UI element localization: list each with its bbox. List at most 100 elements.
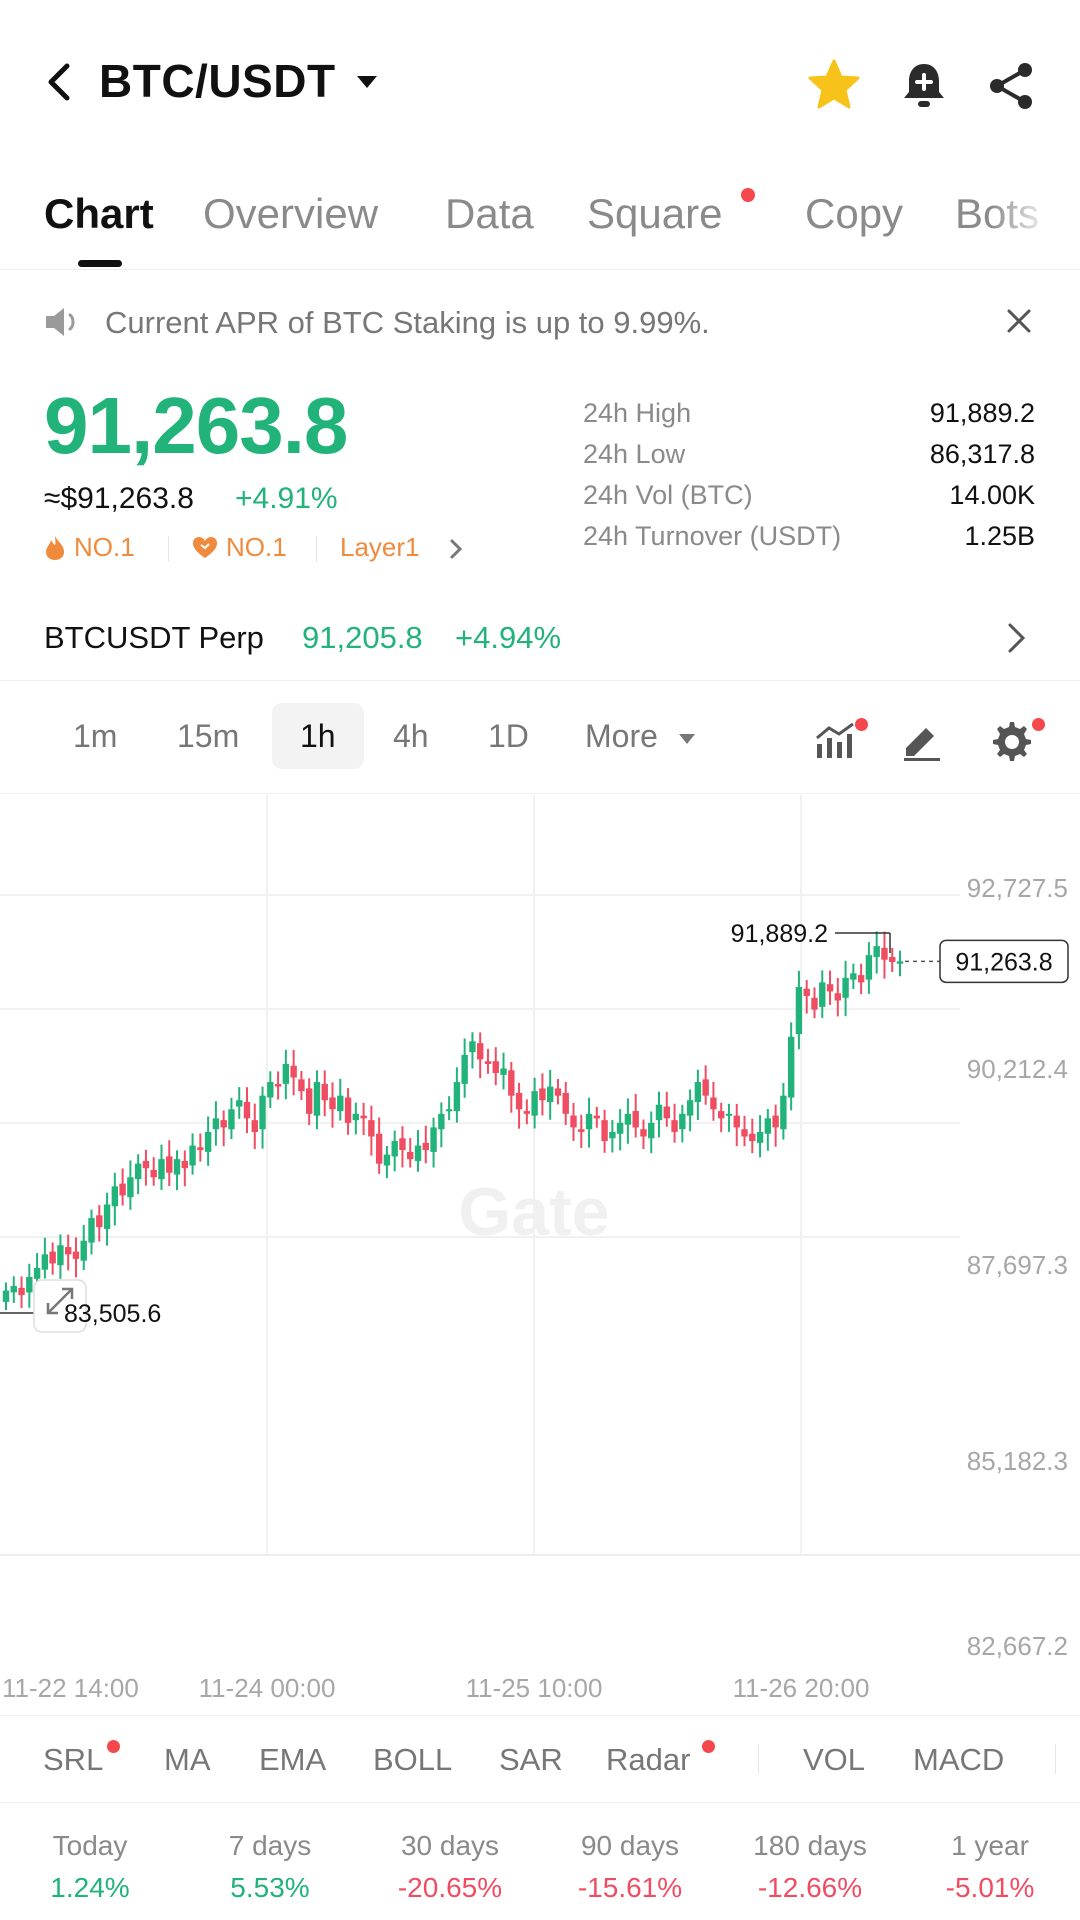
high-price-label: 91,889.2: [731, 920, 828, 948]
candle-body: [484, 1061, 492, 1064]
interval-1d[interactable]: 1D: [488, 718, 529, 754]
indicator-radar[interactable]: Radar: [606, 1742, 691, 1777]
candle-body: [88, 1218, 95, 1243]
perp-name[interactable]: BTCUSDT Perp: [44, 620, 264, 655]
chart-annotations: 91,889.2 83,505.6 91,263.8: [0, 920, 1069, 1333]
candle-body: [282, 1063, 290, 1084]
candle-body: [445, 1109, 453, 1112]
stat-label: 24h Low: [583, 439, 686, 469]
share-icon[interactable]: [985, 60, 1037, 112]
rank-tag-fav[interactable]: NO.1: [192, 532, 287, 563]
interval-15m[interactable]: 15m: [177, 718, 240, 754]
indicator-sar[interactable]: SAR: [499, 1742, 563, 1777]
y-tick-label: 85,182.3: [967, 1446, 1068, 1476]
stat-label: 24h Vol (BTC): [583, 480, 753, 510]
active-tab-indicator: [78, 260, 122, 267]
performance-value: -5.01%: [945, 1872, 1035, 1903]
pencil-icon[interactable]: [900, 718, 944, 762]
back-button[interactable]: [38, 58, 78, 106]
candle-body: [197, 1147, 204, 1151]
candle-body: [204, 1131, 212, 1152]
indicator-srl[interactable]: SRL: [43, 1742, 104, 1777]
candle-body: [648, 1122, 655, 1139]
indicator-chart-icon[interactable]: [813, 718, 857, 762]
candle-body: [267, 1082, 274, 1098]
announcement-text[interactable]: Current APR of BTC Staking is up to 9.99…: [105, 305, 710, 340]
candlestick-chart[interactable]: Gate 92,727.5 90,212.4 87,697.3 85,182.3 82,…: [0, 795, 1080, 1715]
candle-body: [601, 1120, 608, 1142]
candle-body: [865, 955, 873, 980]
candle-body: [593, 1115, 601, 1119]
performance-label: 30 days: [400, 1830, 500, 1861]
candle-body: [142, 1160, 150, 1169]
category-tag-label: Layer1: [340, 532, 420, 562]
performance-180d: 180 days -12.66%: [720, 1830, 900, 1904]
candle-body: [383, 1154, 391, 1166]
chevron-right-icon[interactable]: [448, 538, 464, 560]
category-tag[interactable]: Layer1: [340, 532, 420, 563]
caret-down-icon[interactable]: [678, 732, 696, 746]
performance-value: 5.53%: [230, 1872, 310, 1903]
candle-body: [360, 1115, 367, 1119]
notification-dot: [1032, 718, 1045, 731]
bell-plus-icon[interactable]: [898, 60, 950, 112]
chevron-right-icon[interactable]: [1003, 620, 1031, 656]
interval-1h[interactable]: 1h: [300, 718, 336, 754]
candle-body: [259, 1095, 266, 1130]
tab-data[interactable]: Data: [445, 190, 534, 237]
candle-body: [298, 1079, 305, 1092]
settings-icon[interactable]: [988, 718, 1032, 762]
price-change: +4.91%: [235, 482, 338, 515]
interval-more[interactable]: More: [585, 718, 658, 754]
stat-value: 1.25B: [964, 521, 1035, 551]
tab-chart[interactable]: Chart: [44, 190, 154, 237]
performance-label: 90 days: [580, 1830, 680, 1861]
candle-body: [438, 1113, 445, 1130]
tab-copy[interactable]: Copy: [805, 190, 904, 237]
candle-body: [811, 997, 818, 1010]
candle-body: [80, 1240, 87, 1261]
performance-value: -20.65%: [397, 1872, 503, 1903]
candle-body: [399, 1138, 406, 1151]
caret-down-icon[interactable]: [355, 72, 379, 92]
close-icon[interactable]: [1003, 305, 1035, 337]
candle-body: [220, 1120, 227, 1128]
perp-change: +4.94%: [455, 620, 562, 655]
performance-90d: 90 days -15.61%: [540, 1830, 720, 1904]
indicator-ma[interactable]: MA: [164, 1742, 211, 1777]
y-tick-label: 82,667.2: [967, 1631, 1068, 1661]
performance-label: 7 days: [228, 1830, 312, 1861]
stat-value: 91,889.2: [929, 398, 1035, 428]
star-icon[interactable]: [806, 58, 862, 110]
indicator-boll[interactable]: BOLL: [373, 1742, 453, 1777]
candle-body: [616, 1122, 624, 1134]
candle-body: [57, 1245, 64, 1266]
interval-4h[interactable]: 4h: [393, 718, 429, 754]
indicator-vol[interactable]: VOL: [803, 1742, 866, 1777]
candle-body: [150, 1170, 157, 1178]
candle-body: [570, 1115, 577, 1128]
speaker-icon: [46, 308, 75, 336]
candle-body: [539, 1088, 546, 1101]
candle-body: [461, 1054, 468, 1084]
pair-title[interactable]: BTC/USDT: [99, 55, 336, 107]
rank-tag-hot[interactable]: NO.1: [44, 532, 135, 563]
candle-body: [477, 1043, 484, 1060]
candle-body: [756, 1131, 764, 1143]
tab-bar: Chart Overview Data Square Copy Bots: [0, 180, 1080, 270]
candle-body: [64, 1247, 72, 1255]
tab-square[interactable]: Square: [587, 190, 723, 237]
performance-label: 180 days: [753, 1830, 867, 1861]
indicator-bar: SRL MA EMA BOLL SAR Radar VOL MACD: [0, 1715, 1080, 1803]
indicator-ema[interactable]: EMA: [259, 1742, 327, 1777]
tab-overview[interactable]: Overview: [203, 190, 379, 237]
tag-divider: [168, 536, 169, 562]
candle-body: [694, 1082, 702, 1103]
tag-divider: [316, 536, 317, 562]
candle-body: [313, 1082, 321, 1116]
candle-body: [500, 1068, 507, 1075]
interval-1m[interactable]: 1m: [73, 718, 118, 754]
rank-tag-hot-label: NO.1: [74, 532, 135, 562]
candle-body: [337, 1095, 344, 1112]
indicator-macd[interactable]: MACD: [913, 1742, 1005, 1777]
